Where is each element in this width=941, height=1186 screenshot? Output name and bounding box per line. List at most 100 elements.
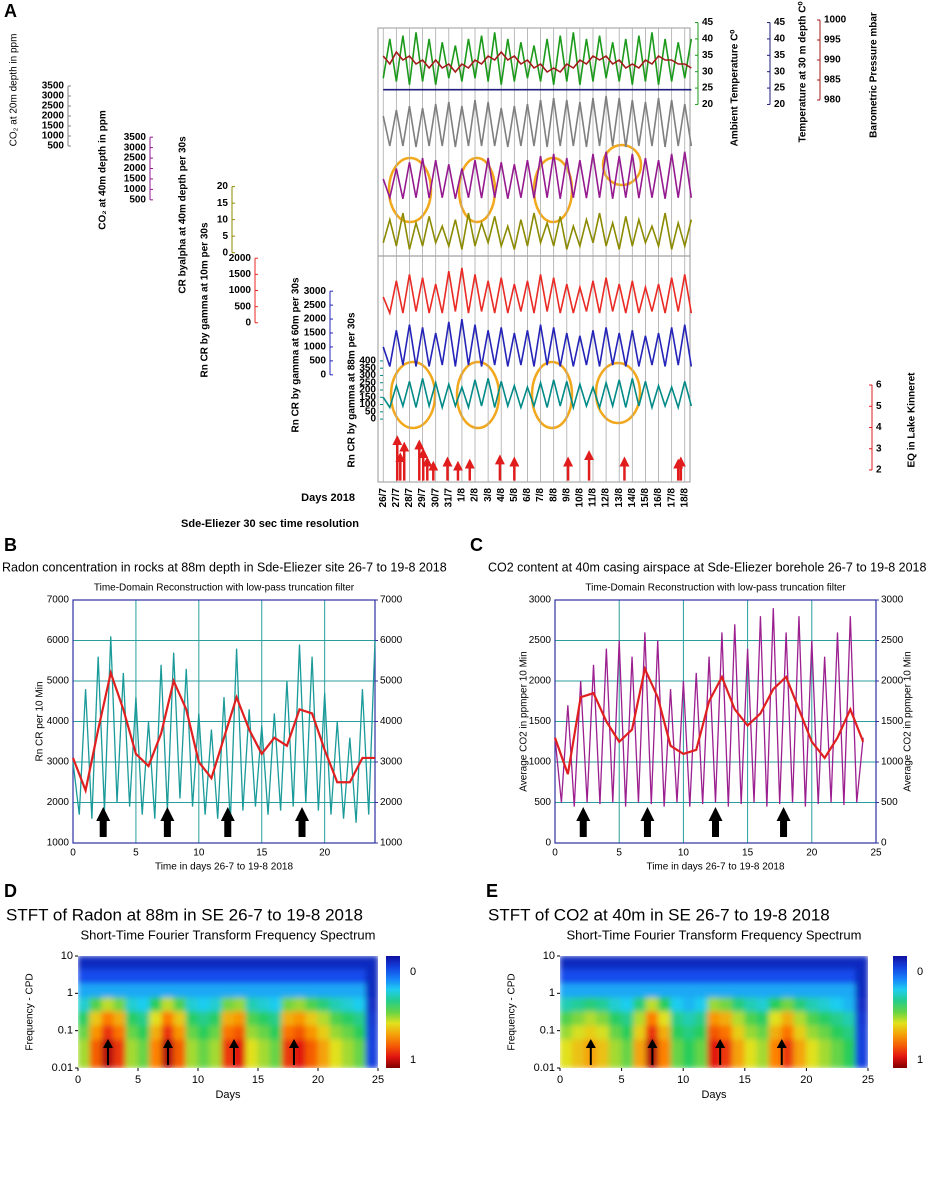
highlight: [601, 143, 643, 187]
y-tick-label: 10: [543, 950, 555, 962]
heatmap-cell: [305, 969, 319, 985]
heatmap-cell: [682, 1053, 697, 1068]
heatmap-cell: [293, 956, 307, 971]
heatmap-cell: [596, 1039, 610, 1055]
heatmap-cell: [719, 969, 733, 985]
y-tick-label: 2000: [47, 797, 70, 808]
x-tick-label: 2/8: [470, 488, 481, 502]
heatmap-cell: [293, 1025, 307, 1041]
heatmap-cell: [197, 1025, 211, 1041]
heatmap-cell: [269, 1053, 283, 1068]
highlight: [532, 156, 574, 224]
heatmap-cell: [805, 997, 820, 1013]
y-tick-label: 1000: [124, 184, 147, 195]
heatmap-cell: [101, 1011, 115, 1027]
heatmap-cell: [293, 1053, 307, 1068]
heatmap-cell: [818, 969, 832, 985]
x-tick-label: 28/7: [404, 488, 415, 508]
x-tick-label: 20: [806, 848, 818, 859]
y-tick-label: 0.1: [58, 1025, 73, 1037]
heatmap-cell: [317, 969, 331, 985]
heatmap-cell: [584, 956, 598, 971]
heatmap-cell: [584, 997, 598, 1013]
heatmap-cell: [197, 1011, 211, 1027]
arrow-head: [647, 1039, 658, 1048]
heatmap-cell: [317, 1053, 331, 1068]
heatmap-cell: [645, 983, 660, 999]
arrow: [96, 807, 111, 837]
line-series: [72, 636, 376, 823]
heatmap-cell: [101, 997, 115, 1013]
y-tick-label: 2500: [42, 101, 65, 112]
heatmap-cell: [137, 1025, 151, 1041]
heatmap-cell: [365, 956, 378, 971]
heatmap-cells: [560, 956, 868, 1068]
x-tick-label: 5: [616, 848, 622, 859]
trace: [382, 378, 693, 411]
heatmap-cell: [89, 1025, 103, 1041]
heatmap-cell: [744, 997, 758, 1013]
heatmap-cell: [125, 1011, 139, 1027]
y-tick-label: 350: [359, 363, 376, 374]
heatmap-cell: [185, 1039, 199, 1055]
arrow-head: [715, 1039, 726, 1048]
y-tick-label: 40: [702, 34, 714, 45]
heatmap-cell: [365, 1053, 378, 1068]
heatmap-cell: [596, 1025, 610, 1041]
heatmap-cell: [855, 1025, 868, 1041]
heatmap-cell: [719, 956, 733, 971]
heatmap-cell: [221, 1011, 235, 1027]
heatmap-cell: [78, 1039, 91, 1055]
heatmap-cell: [633, 1011, 647, 1027]
heatmap-cell: [781, 997, 795, 1013]
heatmap-cell: [341, 1053, 355, 1068]
heatmap-cell: [293, 1039, 307, 1055]
heatmap-cell: [571, 969, 586, 985]
plot-frame: [554, 599, 877, 844]
heatmap-cell: [560, 1025, 573, 1041]
heatmap-cell: [245, 1011, 259, 1027]
y-tick-label: 45: [774, 17, 786, 28]
y2-tick-label: 7000: [380, 595, 403, 606]
axis-label: Rn CR by gamma at 88m per 30s: [347, 312, 358, 467]
heatmap-cell: [842, 1053, 857, 1068]
y2-tick-label: 1500: [881, 716, 904, 727]
heatmap-cell: [329, 1011, 343, 1027]
axis-label: EQ in Lake Kinneret: [907, 372, 918, 468]
heatmap-cell: [78, 1025, 91, 1041]
heatmap-cell: [818, 1053, 832, 1068]
heatmap-cell: [161, 1011, 175, 1027]
axis-label: CR byalpha at 40m depth per 30s: [178, 136, 189, 294]
y-tick-label: 6000: [47, 635, 70, 646]
x-tick-label: 20: [312, 1074, 324, 1086]
heatmap-cell: [161, 983, 175, 999]
x-tick-label: 10/8: [575, 488, 586, 508]
y-tick-label: 0.1: [540, 1025, 555, 1037]
heatmap-cell: [830, 1039, 844, 1055]
y-tick-label: 3000: [529, 595, 552, 606]
x-tick-label: 10: [192, 1074, 204, 1086]
x-tick-label: 5: [619, 1074, 625, 1086]
heatmap-cell: [719, 997, 733, 1013]
heatmap-cell: [781, 1039, 795, 1055]
y-tick-label: 500: [309, 356, 326, 367]
heatmap-cell: [78, 997, 91, 1013]
heatmap-cell: [818, 997, 832, 1013]
heatmap-cell: [89, 1011, 103, 1027]
heatmap-cell: [645, 1025, 660, 1041]
heatmap-cell: [329, 956, 343, 971]
heatmap-cell: [78, 983, 91, 999]
heatmap-cell: [317, 1039, 331, 1055]
heatmap-cell: [768, 969, 783, 985]
x-tick-label: 16/8: [653, 488, 664, 508]
heatmap-cell: [353, 1039, 367, 1055]
heatmap-cell: [245, 997, 259, 1013]
heatmap-cell: [830, 1011, 844, 1027]
heatmap-cell: [855, 983, 868, 999]
x-tick-label: 0: [557, 1074, 563, 1086]
x-tick-label: 13/8: [614, 488, 625, 508]
heatmap-cell: [329, 969, 343, 985]
heatmap-cell: [269, 1025, 283, 1041]
heatmap-cell: [781, 1011, 795, 1027]
heatmap-cell: [645, 956, 660, 971]
